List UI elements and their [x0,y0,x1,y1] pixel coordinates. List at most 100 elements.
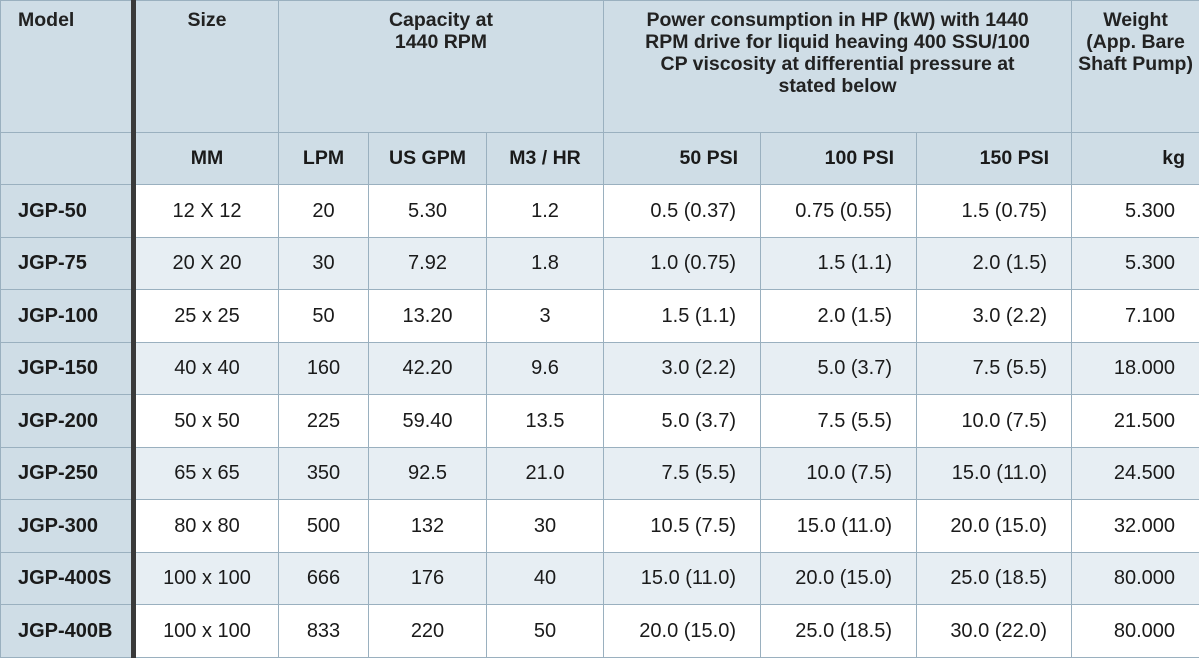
cell-usgpm: 42.20 [369,343,487,395]
cell-psi100: 1.5 (1.1) [761,238,917,290]
cell-lpm: 500 [279,500,369,553]
cell-model: JGP-50 [1,185,134,238]
cell-psi50: 5.0 (3.7) [604,395,761,448]
cell-weight: 24.500 [1072,448,1199,500]
cell-psi50: 10.5 (7.5) [604,500,761,553]
cell-model: JGP-150 [1,343,134,395]
cell-psi150: 25.0 (18.5) [917,553,1072,605]
cell-usgpm: 92.5 [369,448,487,500]
unit-weight: kg [1072,133,1199,185]
cell-psi150: 20.0 (15.0) [917,500,1072,553]
cell-psi100: 10.0 (7.5) [761,448,917,500]
cell-lpm: 666 [279,553,369,605]
cell-size: 80 x 80 [134,500,279,553]
cell-usgpm: 7.92 [369,238,487,290]
header-power-text: Power consumption in HP (kW) with 1440 R… [638,9,1038,97]
cell-size: 50 x 50 [134,395,279,448]
cell-psi50: 1.0 (0.75) [604,238,761,290]
cell-weight: 32.000 [1072,500,1199,553]
cell-weight: 21.500 [1072,395,1199,448]
cell-usgpm: 220 [369,605,487,658]
cell-model: JGP-400B [1,605,134,658]
header-model: Model [1,1,134,133]
cell-model: JGP-300 [1,500,134,553]
header-row: Model Size Capacity at 1440 RPM Power co… [1,1,1199,133]
cell-psi100: 2.0 (1.5) [761,290,917,343]
cell-weight: 5.300 [1072,238,1199,290]
cell-m3hr: 21.0 [487,448,604,500]
cell-psi50: 20.0 (15.0) [604,605,761,658]
cell-weight: 7.100 [1072,290,1199,343]
table-row: JGP-100 25 x 25 50 13.20 3 1.5 (1.1) 2.0… [1,290,1199,343]
cell-lpm: 225 [279,395,369,448]
cell-usgpm: 5.30 [369,185,487,238]
cell-m3hr: 9.6 [487,343,604,395]
table-row: JGP-300 80 x 80 500 132 30 10.5 (7.5) 15… [1,500,1199,553]
cell-usgpm: 132 [369,500,487,553]
table-row: JGP-250 65 x 65 350 92.5 21.0 7.5 (5.5) … [1,448,1199,500]
cell-size: 40 x 40 [134,343,279,395]
cell-size: 100 x 100 [134,605,279,658]
cell-model: JGP-200 [1,395,134,448]
cell-weight: 80.000 [1072,553,1199,605]
table-row: JGP-200 50 x 50 225 59.40 13.5 5.0 (3.7)… [1,395,1199,448]
cell-psi150: 1.5 (0.75) [917,185,1072,238]
cell-model: JGP-400S [1,553,134,605]
cell-psi100: 20.0 (15.0) [761,553,917,605]
cell-psi50: 1.5 (1.1) [604,290,761,343]
cell-m3hr: 1.8 [487,238,604,290]
cell-psi100: 0.75 (0.55) [761,185,917,238]
header-weight-text: Weight (App. Bare Shaft Pump) [1076,9,1195,75]
cell-psi100: 7.5 (5.5) [761,395,917,448]
cell-size: 20 X 20 [134,238,279,290]
cell-psi150: 15.0 (11.0) [917,448,1072,500]
cell-usgpm: 176 [369,553,487,605]
table-row: JGP-400B 100 x 100 833 220 50 20.0 (15.0… [1,605,1199,658]
unit-lpm: LPM [279,133,369,185]
cell-psi100: 15.0 (11.0) [761,500,917,553]
cell-psi150: 2.0 (1.5) [917,238,1072,290]
header-weight: Weight (App. Bare Shaft Pump) [1072,1,1199,133]
cell-size: 12 X 12 [134,185,279,238]
cell-psi150: 3.0 (2.2) [917,290,1072,343]
unit-m3hr: M3 / HR [487,133,604,185]
table-row: JGP-75 20 X 20 30 7.92 1.8 1.0 (0.75) 1.… [1,238,1199,290]
header-capacity: Capacity at 1440 RPM [279,1,604,133]
cell-m3hr: 3 [487,290,604,343]
cell-m3hr: 13.5 [487,395,604,448]
header-capacity-text: Capacity at 1440 RPM [366,9,516,53]
cell-psi50: 7.5 (5.5) [604,448,761,500]
cell-psi100: 25.0 (18.5) [761,605,917,658]
cell-psi150: 10.0 (7.5) [917,395,1072,448]
unit-model [1,133,134,185]
unit-usgpm: US GPM [369,133,487,185]
cell-psi150: 30.0 (22.0) [917,605,1072,658]
cell-weight: 18.000 [1072,343,1199,395]
cell-lpm: 20 [279,185,369,238]
table-row: JGP-400S 100 x 100 666 176 40 15.0 (11.0… [1,553,1199,605]
cell-weight: 5.300 [1072,185,1199,238]
unit-size: MM [134,133,279,185]
unit-psi100: 100 PSI [761,133,917,185]
cell-lpm: 160 [279,343,369,395]
cell-model: JGP-75 [1,238,134,290]
cell-size: 25 x 25 [134,290,279,343]
table-row: JGP-150 40 x 40 160 42.20 9.6 3.0 (2.2) … [1,343,1199,395]
cell-model: JGP-100 [1,290,134,343]
cell-lpm: 50 [279,290,369,343]
cell-size: 65 x 65 [134,448,279,500]
unit-psi150: 150 PSI [917,133,1072,185]
table-row: JGP-50 12 X 12 20 5.30 1.2 0.5 (0.37) 0.… [1,185,1199,238]
cell-psi50: 3.0 (2.2) [604,343,761,395]
cell-m3hr: 30 [487,500,604,553]
units-row: MM LPM US GPM M3 / HR 50 PSI 100 PSI 150… [1,133,1199,185]
cell-lpm: 350 [279,448,369,500]
cell-psi50: 0.5 (0.37) [604,185,761,238]
cell-weight: 80.000 [1072,605,1199,658]
header-power: Power consumption in HP (kW) with 1440 R… [604,1,1072,133]
cell-usgpm: 59.40 [369,395,487,448]
cell-psi150: 7.5 (5.5) [917,343,1072,395]
unit-psi50: 50 PSI [604,133,761,185]
cell-psi100: 5.0 (3.7) [761,343,917,395]
